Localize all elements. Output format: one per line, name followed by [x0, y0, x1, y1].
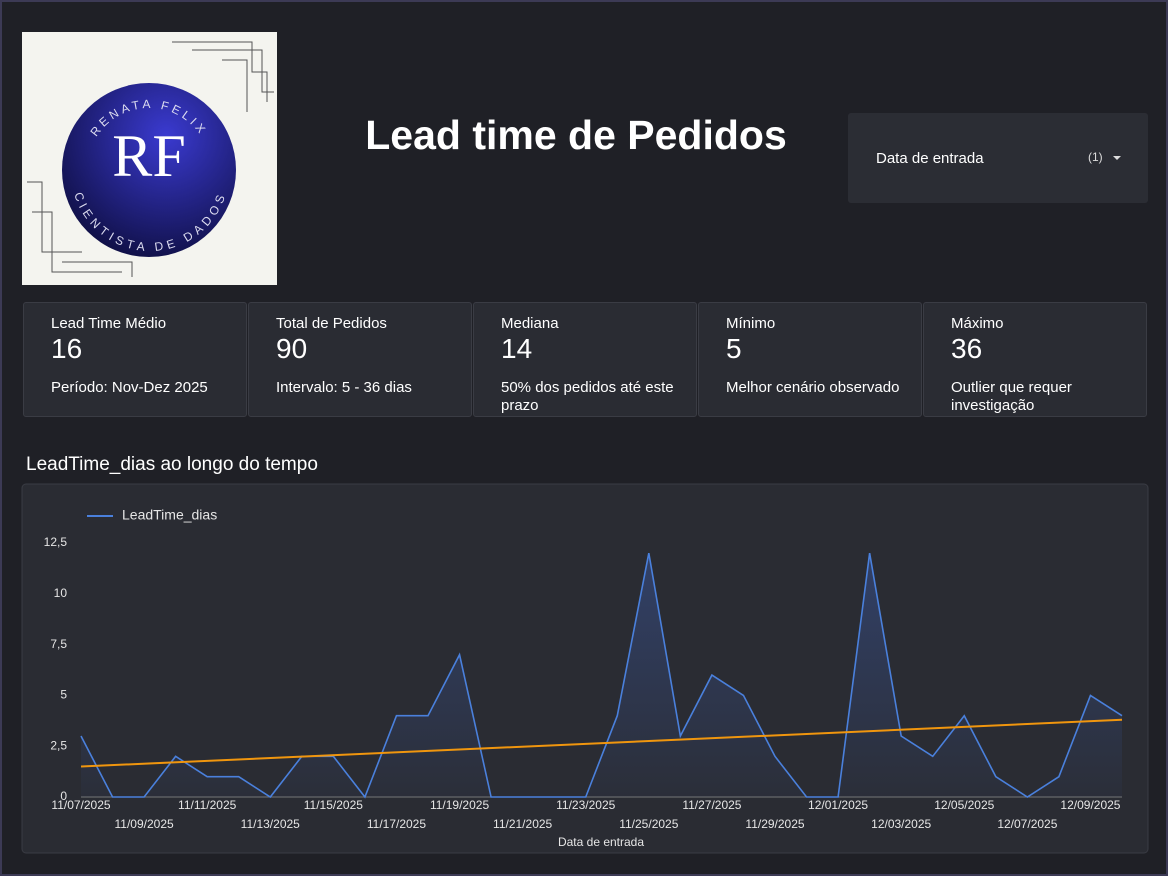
- kpi-card: Total de Pedidos 90 Intervalo: 5 - 36 dias: [248, 302, 472, 417]
- chart-title: LeadTime_dias ao longo do tempo: [26, 454, 318, 475]
- page-title: Lead time de Pedidos: [365, 112, 787, 158]
- dropdown-arrow: [1113, 156, 1121, 160]
- card-value: 5: [726, 333, 742, 364]
- card-value: 14: [501, 333, 533, 364]
- logo-art: RENATA FELIX CIENTISTA DE DADOS RF: [27, 41, 274, 277]
- kpi-card: Mínimo 5 Melhor cenário observado: [698, 302, 922, 417]
- card-note: Período: Nov-Dez 2025: [51, 379, 208, 396]
- card-note: Melhor cenário observado: [726, 379, 900, 396]
- card-value: 36: [951, 333, 983, 364]
- filter-count: (1): [1088, 150, 1103, 164]
- card-value: 16: [51, 333, 83, 364]
- card-note: Outlier que requer investigação: [951, 379, 1072, 414]
- card-note: 50% dos pedidos até este prazo: [501, 379, 674, 414]
- kpi-card: Mediana 14 50% dos pedidos até este prazo: [473, 302, 697, 417]
- filter-label: Data de entrada: [876, 150, 984, 167]
- card-label: Lead Time Médio: [51, 315, 167, 332]
- date-filter[interactable]: Data de entrada (1): [848, 113, 1148, 203]
- card-label: Mínimo: [726, 315, 776, 332]
- card-value: 90: [276, 333, 308, 364]
- logo-circle: [62, 83, 236, 257]
- card-label: Máximo: [951, 315, 1004, 332]
- logo-monogram: RF: [112, 123, 185, 189]
- kpi-card: Lead Time Médio 16 Período: Nov-Dez 2025: [23, 302, 247, 417]
- logo: RENATA FELIX CIENTISTA DE DADOS RF: [22, 32, 277, 285]
- card-note: Intervalo: 5 - 36 dias: [276, 379, 412, 396]
- circuit-lines: [27, 41, 274, 277]
- card-label: Total de Pedidos: [276, 315, 387, 332]
- kpi-card: Máximo 36 Outlier que requer investigação: [923, 302, 1147, 417]
- card-label: Mediana: [501, 315, 559, 332]
